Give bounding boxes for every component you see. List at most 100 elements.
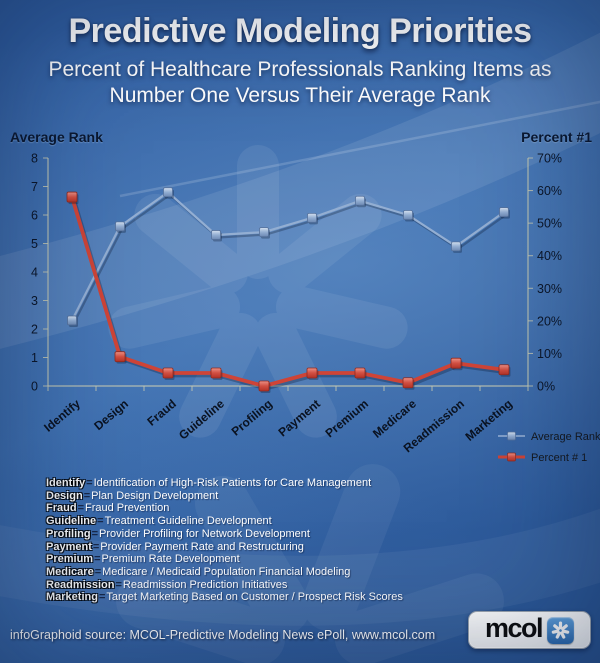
right-axis-tick-label: 70% <box>537 152 562 166</box>
legend-marker-icon <box>507 452 516 462</box>
definition-line: Medicare=Medicare / Medicaid Population … <box>46 566 403 579</box>
right-axis-tick-label: 10% <box>537 347 562 361</box>
source-text: infoGraphoid source: MCOL-Predictive Mod… <box>10 628 436 642</box>
definition-separator: = <box>77 502 84 515</box>
series-point <box>450 357 462 369</box>
subtitle-line-2: Number One Versus Their Average Rank <box>109 84 491 107</box>
definition-description: Treatment Guideline Development <box>104 515 272 528</box>
left-axis-tick-label: 2 <box>31 323 38 337</box>
x-category-label: Profiling <box>229 397 275 439</box>
definition-separator: = <box>86 477 93 489</box>
x-category-label: Payment <box>276 397 323 440</box>
definition-term: Readmission <box>46 578 115 591</box>
series-point <box>210 367 222 379</box>
definition-term: Guideline <box>46 515 97 528</box>
left-axis-tick-label: 6 <box>31 209 38 223</box>
left-axis-tick-label: 4 <box>31 266 38 280</box>
series-point <box>66 191 78 203</box>
page-subtitle: Percent of Healthcare Professionals Rank… <box>0 57 600 109</box>
series-point <box>306 367 318 379</box>
series-point <box>355 195 365 206</box>
series-point <box>258 380 270 392</box>
definition-description: Fraud Prevention <box>85 502 170 515</box>
definition-line: Payment=Provider Payment Rate and Restru… <box>46 541 403 554</box>
legend-label: Percent # 1 <box>531 452 587 464</box>
right-axis-tick-label: 40% <box>537 249 562 263</box>
definition-term: Fraud <box>46 502 77 515</box>
definition-line: Identify=Identification of High-Risk Pat… <box>46 477 403 490</box>
left-axis-tick-label: 3 <box>31 294 38 308</box>
series-point <box>259 227 269 237</box>
definition-line: Fraud=Fraud Prevention <box>46 502 403 515</box>
subtitle-line-1: Percent of Healthcare Professionals Rank… <box>48 58 552 81</box>
right-axis-tick-label: 60% <box>537 184 562 198</box>
series-point <box>67 315 77 326</box>
left-axis-tick-label: 8 <box>31 152 38 166</box>
definition-line: Premium=Premium Rate Development <box>46 553 403 566</box>
definition-term: Marketing <box>46 591 98 604</box>
definition-separator: = <box>94 553 101 566</box>
definition-term: Profiling <box>46 527 91 540</box>
series-point <box>498 364 510 376</box>
right-axis-tick-label: 20% <box>537 314 562 328</box>
definition-description: Premium Rate Development <box>101 553 240 566</box>
definition-term: Identify <box>46 477 86 489</box>
definition-term: Medicare <box>46 565 94 578</box>
definition-separator: = <box>83 489 91 502</box>
mcol-logo-text: mcol <box>484 613 544 643</box>
chart-svg: 0 1 2 3 4 5 6 7 8 0% 10% 20% 30% 40% 50% 60% 70% Identify… <box>31 152 600 465</box>
mcol-logo: mcol <box>468 611 591 649</box>
series-line <box>71 191 505 321</box>
definition-description: Identification of High-Risk Patients for… <box>93 477 372 489</box>
series-point <box>354 367 366 379</box>
definition-separator: = <box>97 515 104 528</box>
right-axis-tick-label: 0% <box>537 380 555 394</box>
left-axis-tick-label: 0 <box>31 380 38 394</box>
definition-line: Design=Plan Design Development <box>46 490 403 503</box>
definition-description: Provider Payment Rate and Restructuring <box>100 540 304 553</box>
left-axis-tick-label: 5 <box>31 237 38 251</box>
page-title: Predictive Modeling Priorities <box>68 12 532 50</box>
definition-line: Marketing=Target Marketing Based on Cust… <box>46 591 403 604</box>
series-point <box>163 187 173 198</box>
series-point <box>115 221 125 232</box>
definition-term: Design <box>46 489 83 502</box>
x-category-label: Premium <box>323 397 371 441</box>
series-point <box>403 210 413 220</box>
definition-separator: = <box>94 565 102 578</box>
definition-line: Guideline=Treatment Guideline Developmen… <box>46 515 403 528</box>
right-axis-tick-label: 50% <box>537 217 562 231</box>
definition-separator: = <box>115 578 122 591</box>
left-axis-tick-label: 7 <box>31 180 38 194</box>
definition-description: Readmission Prediction Initiatives <box>122 578 288 591</box>
definition-description: Plan Design Development <box>91 489 219 502</box>
series-point <box>114 351 126 363</box>
x-category-label: Design <box>91 397 131 433</box>
series-point <box>451 241 461 252</box>
series-point <box>307 212 317 223</box>
definition-description: Medicare / Medicaid Population Financial… <box>102 565 351 578</box>
definitions-list: Identify=Identification of High-Risk Pat… <box>46 477 403 604</box>
right-axis-title: Percent #1 <box>521 129 592 145</box>
legend-marker-icon <box>507 431 516 441</box>
x-category-label: Identify <box>41 396 83 434</box>
series-point <box>211 230 221 240</box>
x-category-label: Fraud <box>144 397 179 429</box>
definition-separator: = <box>91 527 99 540</box>
x-category-label: Guideline <box>176 396 227 442</box>
definition-line: Readmission=Readmission Prediction Initi… <box>46 579 403 592</box>
series-line <box>70 196 505 388</box>
mcol-asterisk-icon <box>547 616 575 644</box>
chart-content: 0 1 2 3 4 5 6 7 8 0% 10% 20% 30% 40% 50% 60% 70% Identify… <box>31 152 600 465</box>
definition-line: Profiling=Provider Profiling for Network… <box>46 528 403 541</box>
legend-label: Average Rank <box>531 431 600 443</box>
left-axis-tick-label: 1 <box>31 351 38 365</box>
right-axis-tick-label: 30% <box>537 282 562 296</box>
series-point <box>499 207 509 218</box>
definition-term: Payment <box>46 540 92 553</box>
definition-description: Provider Profiling for Network Developme… <box>99 527 310 540</box>
definition-separator: = <box>92 540 100 553</box>
left-axis-title: Average Rank <box>10 129 103 145</box>
